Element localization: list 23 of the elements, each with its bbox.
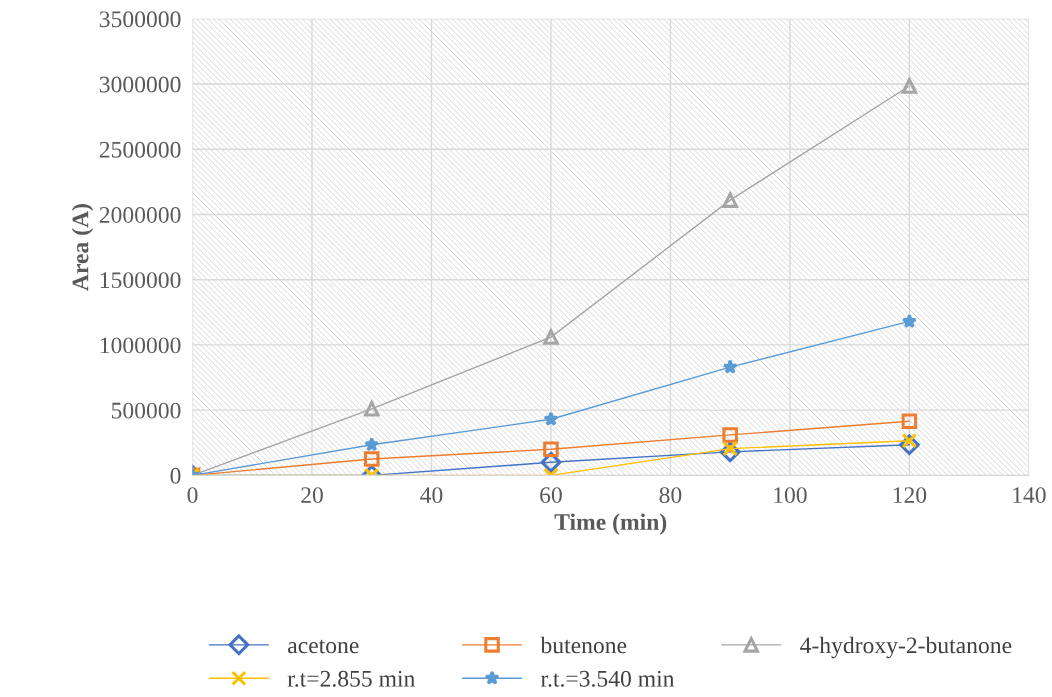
legend-label: butenone (540, 636, 627, 654)
x-tick-label: 100 (774, 487, 807, 504)
y-axis-title: Area (A) (71, 204, 94, 291)
y-tick-label: 2500000 (99, 141, 181, 158)
x-tick-label: 80 (659, 487, 682, 504)
y-tick-label: 2000000 (99, 206, 181, 223)
y-tick-label: 3000000 (99, 76, 181, 93)
x-tick-label: 120 (893, 487, 927, 504)
y-tick-label: 500000 (111, 402, 181, 419)
legend-label: r.t.=3.540 min (540, 670, 675, 687)
x-axis-title: Time (min) (554, 513, 667, 535)
x-tick-label: 20 (301, 487, 323, 504)
y-tick-label: 1000000 (100, 337, 181, 354)
legend-label: acetone (288, 639, 359, 654)
y-tick-label: 0 (170, 467, 181, 484)
x-tick-label: 60 (540, 487, 562, 504)
x-tick-label: 40 (420, 487, 443, 504)
y-tick-label: 1500000 (100, 272, 181, 289)
legend-label: 4-hydroxy-2-butanone (800, 636, 1012, 659)
x-tick-label: 0 (187, 487, 198, 504)
y-tick-label: 3500000 (99, 11, 181, 28)
legend-label: r.t=2.855 min (287, 670, 415, 687)
x-tick-label: 140 (1013, 487, 1046, 504)
